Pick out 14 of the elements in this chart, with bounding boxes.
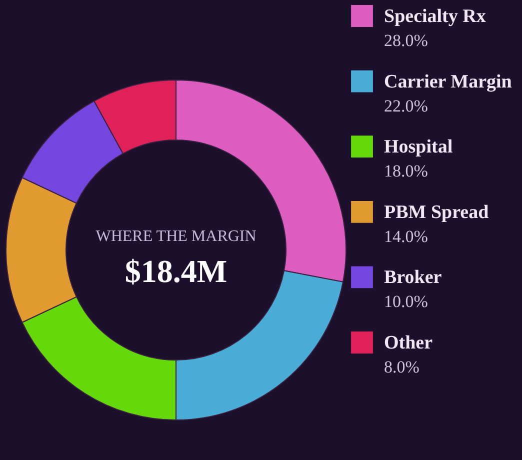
legend-label: Hospital xyxy=(384,136,453,158)
text: $18.4M xyxy=(124,253,228,289)
legend-label: Carrier Margin xyxy=(384,71,512,92)
text: WHERE THE MARGIN xyxy=(96,228,257,245)
legend-label: PBM Spread xyxy=(384,202,490,223)
data-label: 8.0% xyxy=(384,358,420,376)
data-label: 28.0% xyxy=(384,31,428,50)
data-label: 18.0% xyxy=(384,162,428,181)
legend-label: Specialty Rx xyxy=(384,6,486,27)
legend-label: Broker xyxy=(384,267,442,288)
data-label: 14.0% xyxy=(384,226,428,246)
data-label: 10.0% xyxy=(384,292,428,312)
data-label: 22.0% xyxy=(384,96,428,116)
legend-label: Other xyxy=(384,332,434,354)
